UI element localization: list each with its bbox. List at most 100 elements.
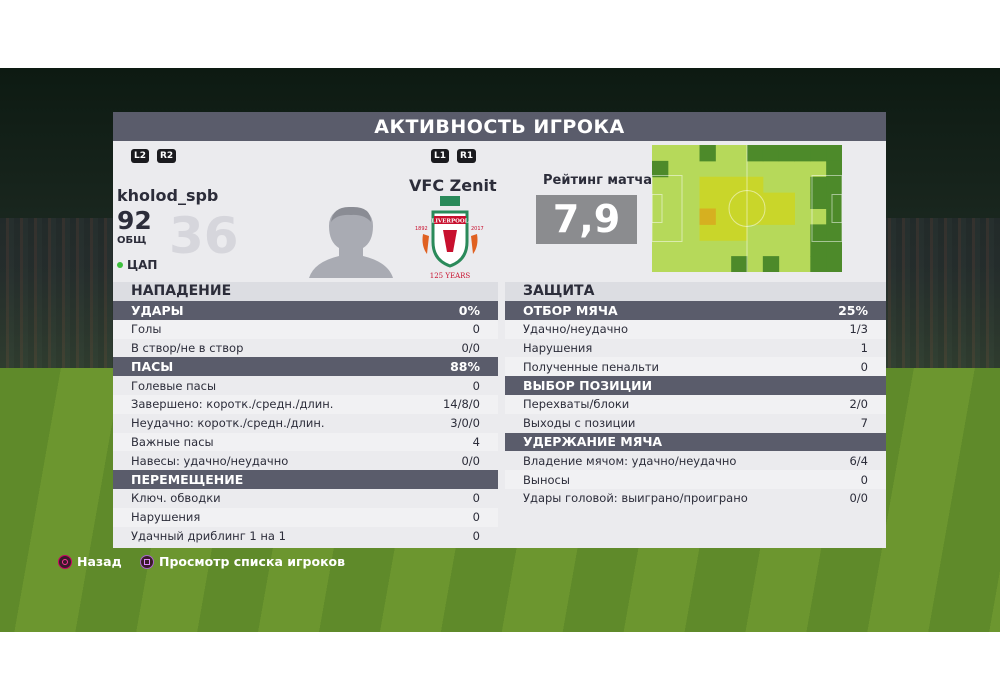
status-dot-icon: [117, 262, 123, 268]
stat-row: Важные пасы 4: [113, 432, 498, 452]
stat-label: Выходы с позиции: [523, 416, 636, 431]
l1-button[interactable]: L1: [431, 149, 449, 163]
heatmap-cell-mid: [747, 192, 764, 209]
stat-row: Владение мячом: удачно/неудачно 6/4: [505, 451, 886, 470]
heatmap-cell-mid: [715, 208, 732, 225]
player-list-button[interactable]: Просмотр списка игроков: [140, 554, 345, 569]
stat-row: Перехваты/блоки 2/0: [505, 394, 886, 414]
heatmap-cell-low: [826, 176, 842, 194]
stat-row: Удары головой: выиграно/проиграно 0/0: [505, 489, 886, 508]
stat-value: 0%: [458, 302, 480, 318]
stat-category: УДЕРЖАНИЕ МЯЧА: [505, 432, 886, 452]
stat-category: УДАРЫ 0%: [113, 301, 498, 320]
stat-row: Полученные пенальти 0: [505, 357, 886, 377]
defense-section: ЗАЩИТА ОТБОР МЯЧА 25% Удачно/неудачно 1/3 На…: [505, 282, 886, 508]
r1-button[interactable]: R1: [457, 149, 477, 163]
heatmap-cell-low: [652, 160, 669, 178]
stat-value: 3/0/0: [450, 416, 480, 431]
stat-label: Важные пасы: [131, 434, 214, 449]
heatmap-cell-mid: [715, 176, 732, 194]
player-silhouette-icon: [309, 206, 393, 278]
stat-label: Выносы: [523, 472, 570, 487]
heatmap-cell-mid: [747, 176, 764, 194]
heatmap-cell-low: [826, 145, 842, 162]
stat-row: Удачный дриблинг 1 на 1 0: [113, 527, 498, 546]
stat-row: Нарушения 0: [113, 507, 498, 527]
stat-value: 0: [472, 491, 480, 506]
heatmap-cell-mid: [778, 208, 795, 225]
player-list-label: Просмотр списка игроков: [159, 554, 346, 569]
heatmap-cell-low: [810, 240, 827, 257]
heatmap-cell-low: [747, 145, 764, 162]
svg-text:125 YEARS: 125 YEARS: [430, 272, 471, 280]
heatmap-cell-low: [826, 224, 842, 241]
heatmap-cell-high: [699, 208, 716, 225]
heatmap-cell-low: [794, 145, 811, 162]
left-penalty-box: [652, 175, 683, 242]
heatmap-cell-low: [826, 208, 842, 225]
right-goal-box: [831, 194, 842, 223]
stat-label: Голы: [131, 322, 162, 337]
stat-row: Голевые пасы 0: [113, 376, 498, 395]
stat-value: 0: [472, 510, 480, 525]
stat-value: 7: [860, 416, 868, 431]
l2-button[interactable]: L2: [131, 149, 149, 163]
heatmap-cell-low: [762, 145, 780, 162]
stat-value: 0/0: [461, 340, 480, 355]
stat-value: 0: [472, 528, 480, 543]
attack-section: НАПАДЕНИЕ УДАРЫ 0% Голы 0 В створ/не в створ…: [113, 282, 498, 545]
heatmap-cell-low: [810, 176, 827, 194]
heatmap-cell-low: [810, 192, 827, 209]
r2-button[interactable]: R2: [157, 149, 177, 163]
stat-label: Неудачно: коротк./средн./длин.: [131, 416, 325, 431]
heatmap-cell-low: [826, 240, 842, 257]
heatmap-cell-mid: [747, 208, 764, 225]
stat-label: Удачно/неудачно: [523, 322, 628, 337]
stat-value: 0: [472, 322, 480, 337]
player-activity-panel: АКТИВНОСТЬ ИГРОКА L2 R2 L1 R1 kholod_spb…: [113, 112, 886, 548]
heatmap-cell-low: [810, 145, 827, 162]
heatmap-cell-mid: [715, 192, 732, 209]
heatmap-cell-mid: [762, 208, 780, 225]
stat-label: Удачный дриблинг 1 на 1: [131, 528, 286, 543]
stat-label: Удары головой: выиграно/проиграно: [523, 491, 748, 506]
heatmap-cell-mid: [778, 192, 795, 209]
stat-row: Выходы с позиции 7: [505, 414, 886, 433]
stat-row: Выносы 0: [505, 470, 886, 489]
heatmap-cell-mid: [699, 224, 716, 241]
svg-text:2017: 2017: [471, 226, 484, 232]
svg-text:1892: 1892: [415, 226, 428, 232]
overall-label: ОБЩ: [117, 235, 147, 246]
stat-row: Неудачно: коротк./средн./длин. 3/0/0: [113, 414, 498, 433]
heatmap-cell-mid: [731, 192, 748, 209]
stat-value: 25%: [838, 302, 868, 318]
stat-label: Ключ. обводки: [131, 491, 221, 506]
back-button[interactable]: Назад: [58, 554, 122, 569]
heatmap-cell-low: [810, 224, 827, 241]
rating-label: Рейтинг матча: [543, 173, 653, 188]
heatmap-cell-low: [778, 145, 795, 162]
heatmap-cell-low: [810, 256, 827, 272]
heatmap-cell-mid: [762, 192, 780, 209]
stat-label: Перехваты/блоки: [523, 397, 630, 412]
stat-label: УДЕРЖАНИЕ МЯЧА: [523, 434, 663, 450]
club-crest-icon: LIVERPOOL 1892 2017 125 YEARS: [415, 196, 484, 280]
player-position: ЦАП: [117, 258, 157, 272]
center-circle: [728, 190, 766, 227]
heatmap-cell-low: [826, 192, 842, 209]
stat-value: 0: [860, 359, 868, 374]
stat-value: 1/3: [849, 322, 868, 337]
player-number: 36: [169, 207, 239, 265]
stat-label: УДАРЫ: [131, 302, 184, 318]
heatmap-cell-mid: [699, 192, 716, 209]
stat-label: Владение мячом: удачно/неудачно: [523, 453, 737, 468]
stat-label: В створ/не в створ: [131, 340, 244, 355]
heatmap-cell-low: [826, 256, 842, 272]
stat-value: 4: [472, 434, 480, 449]
stat-label: ВЫБОР ПОЗИЦИИ: [523, 378, 653, 394]
heatmap-cell-low: [826, 160, 842, 178]
stat-value: 0: [860, 472, 868, 487]
player-name: kholod_spb: [117, 186, 219, 205]
stat-row: Голы 0: [113, 319, 498, 339]
stat-row: В створ/не в створ 0/0: [113, 339, 498, 358]
